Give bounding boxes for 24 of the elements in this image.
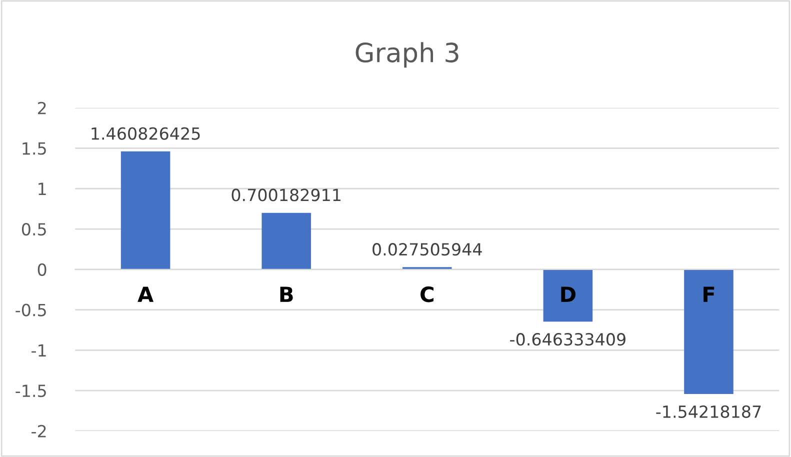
y-tick-label: 0	[38, 263, 46, 276]
y-tick-label: 0.5	[22, 222, 46, 236]
y-tick-label: 1.5	[22, 142, 46, 155]
chart-title: Graph 3	[356, 42, 458, 68]
x-tick-label: B	[280, 286, 293, 302]
y-tick-label: 1	[38, 182, 46, 195]
x-tick-label: A	[138, 286, 154, 302]
bar	[543, 269, 593, 322]
data-label: 1.460826425	[92, 127, 200, 140]
data-label: -1.54218187	[656, 405, 761, 418]
y-tick-label: -1	[32, 344, 46, 357]
data-label: 0.700182911	[232, 188, 340, 202]
x-tick-label: D	[561, 286, 576, 302]
bar	[262, 212, 311, 270]
y-tick-label: -0.5	[16, 304, 46, 316]
x-tick-label: F	[704, 286, 714, 302]
data-label: 0.027505944	[372, 243, 482, 256]
y-tick-label: 2	[38, 102, 46, 114]
y-tick-label: -2	[32, 424, 46, 438]
bar	[120, 151, 170, 270]
x-tick-label: C	[420, 286, 434, 302]
y-tick-label: -1.5	[16, 384, 46, 398]
data-label: -0.646333409	[510, 333, 626, 346]
bar	[684, 269, 734, 394]
